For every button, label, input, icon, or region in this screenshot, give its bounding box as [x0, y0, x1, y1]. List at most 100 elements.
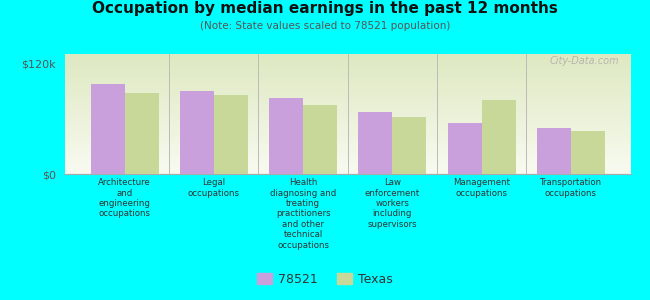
Bar — [65, 161, 630, 162]
Bar — [65, 95, 630, 96]
Bar — [65, 108, 630, 109]
Bar — [65, 113, 630, 114]
Text: City-Data.com: City-Data.com — [549, 56, 619, 66]
Bar — [65, 82, 630, 83]
Bar — [65, 133, 630, 134]
Bar — [65, 119, 630, 120]
Bar — [65, 173, 630, 174]
Bar — [65, 121, 630, 122]
Bar — [65, 104, 630, 106]
Bar — [65, 100, 630, 101]
Bar — [65, 139, 630, 140]
Bar — [65, 168, 630, 169]
Bar — [65, 60, 630, 61]
Bar — [214, 94, 248, 174]
Bar — [65, 91, 630, 92]
Bar — [65, 146, 630, 148]
Bar — [65, 76, 630, 77]
Bar — [65, 134, 630, 136]
Bar — [65, 148, 630, 149]
Bar — [65, 131, 630, 132]
Bar — [65, 132, 630, 133]
Text: (Note: State values scaled to 78521 population): (Note: State values scaled to 78521 popu… — [200, 21, 450, 31]
Bar — [65, 90, 630, 91]
Bar — [65, 124, 630, 125]
Bar — [65, 120, 630, 121]
Bar — [65, 130, 630, 131]
Bar — [65, 162, 630, 163]
Bar — [65, 122, 630, 124]
Bar — [65, 98, 630, 100]
Bar — [65, 101, 630, 102]
Bar — [65, 92, 630, 94]
Bar — [65, 107, 630, 108]
Bar — [65, 106, 630, 107]
Bar — [65, 85, 630, 86]
Legend: 78521, Texas: 78521, Texas — [252, 268, 398, 291]
Bar — [482, 100, 515, 174]
Bar — [65, 169, 630, 170]
Bar — [65, 62, 630, 64]
Bar — [65, 72, 630, 73]
Bar — [65, 149, 630, 150]
Bar — [65, 156, 630, 157]
Bar — [65, 70, 630, 71]
Bar — [65, 136, 630, 137]
Bar — [65, 78, 630, 79]
Bar — [65, 166, 630, 167]
Bar — [91, 85, 125, 174]
Bar — [571, 130, 605, 174]
Bar — [537, 128, 571, 174]
Bar — [65, 157, 630, 158]
Bar — [65, 74, 630, 76]
Bar — [65, 89, 630, 90]
Bar — [65, 73, 630, 74]
Bar — [125, 93, 159, 174]
Bar — [65, 55, 630, 56]
Bar — [65, 97, 630, 98]
Bar — [65, 137, 630, 138]
Bar — [303, 105, 337, 174]
Bar — [65, 67, 630, 68]
Bar — [65, 150, 630, 151]
Bar — [65, 118, 630, 119]
Bar — [65, 103, 630, 104]
Bar — [65, 88, 630, 89]
Bar — [65, 83, 630, 84]
Bar — [65, 127, 630, 128]
Bar — [65, 128, 630, 130]
Bar — [65, 86, 630, 88]
Bar — [65, 170, 630, 172]
Bar — [65, 143, 630, 144]
Bar — [65, 102, 630, 103]
Bar — [65, 155, 630, 156]
Bar — [65, 142, 630, 143]
Bar — [65, 125, 630, 126]
Bar — [65, 94, 630, 95]
Bar — [65, 59, 630, 60]
Bar — [65, 61, 630, 62]
Bar — [65, 54, 630, 55]
Bar — [358, 112, 393, 174]
Bar — [65, 84, 630, 85]
Bar — [65, 68, 630, 70]
Bar — [65, 80, 630, 82]
Bar — [65, 172, 630, 173]
Bar — [65, 145, 630, 146]
Bar — [65, 66, 630, 67]
Bar — [65, 110, 630, 112]
Bar — [65, 112, 630, 113]
Text: Occupation by median earnings in the past 12 months: Occupation by median earnings in the pas… — [92, 2, 558, 16]
Bar — [393, 117, 426, 174]
Bar — [65, 164, 630, 166]
Bar — [65, 64, 630, 65]
Bar — [65, 144, 630, 145]
Bar — [65, 65, 630, 66]
Bar — [65, 77, 630, 78]
Bar — [65, 116, 630, 118]
Bar — [65, 152, 630, 154]
Bar — [180, 91, 214, 174]
Bar — [65, 114, 630, 115]
Bar — [65, 58, 630, 59]
Bar — [65, 109, 630, 110]
